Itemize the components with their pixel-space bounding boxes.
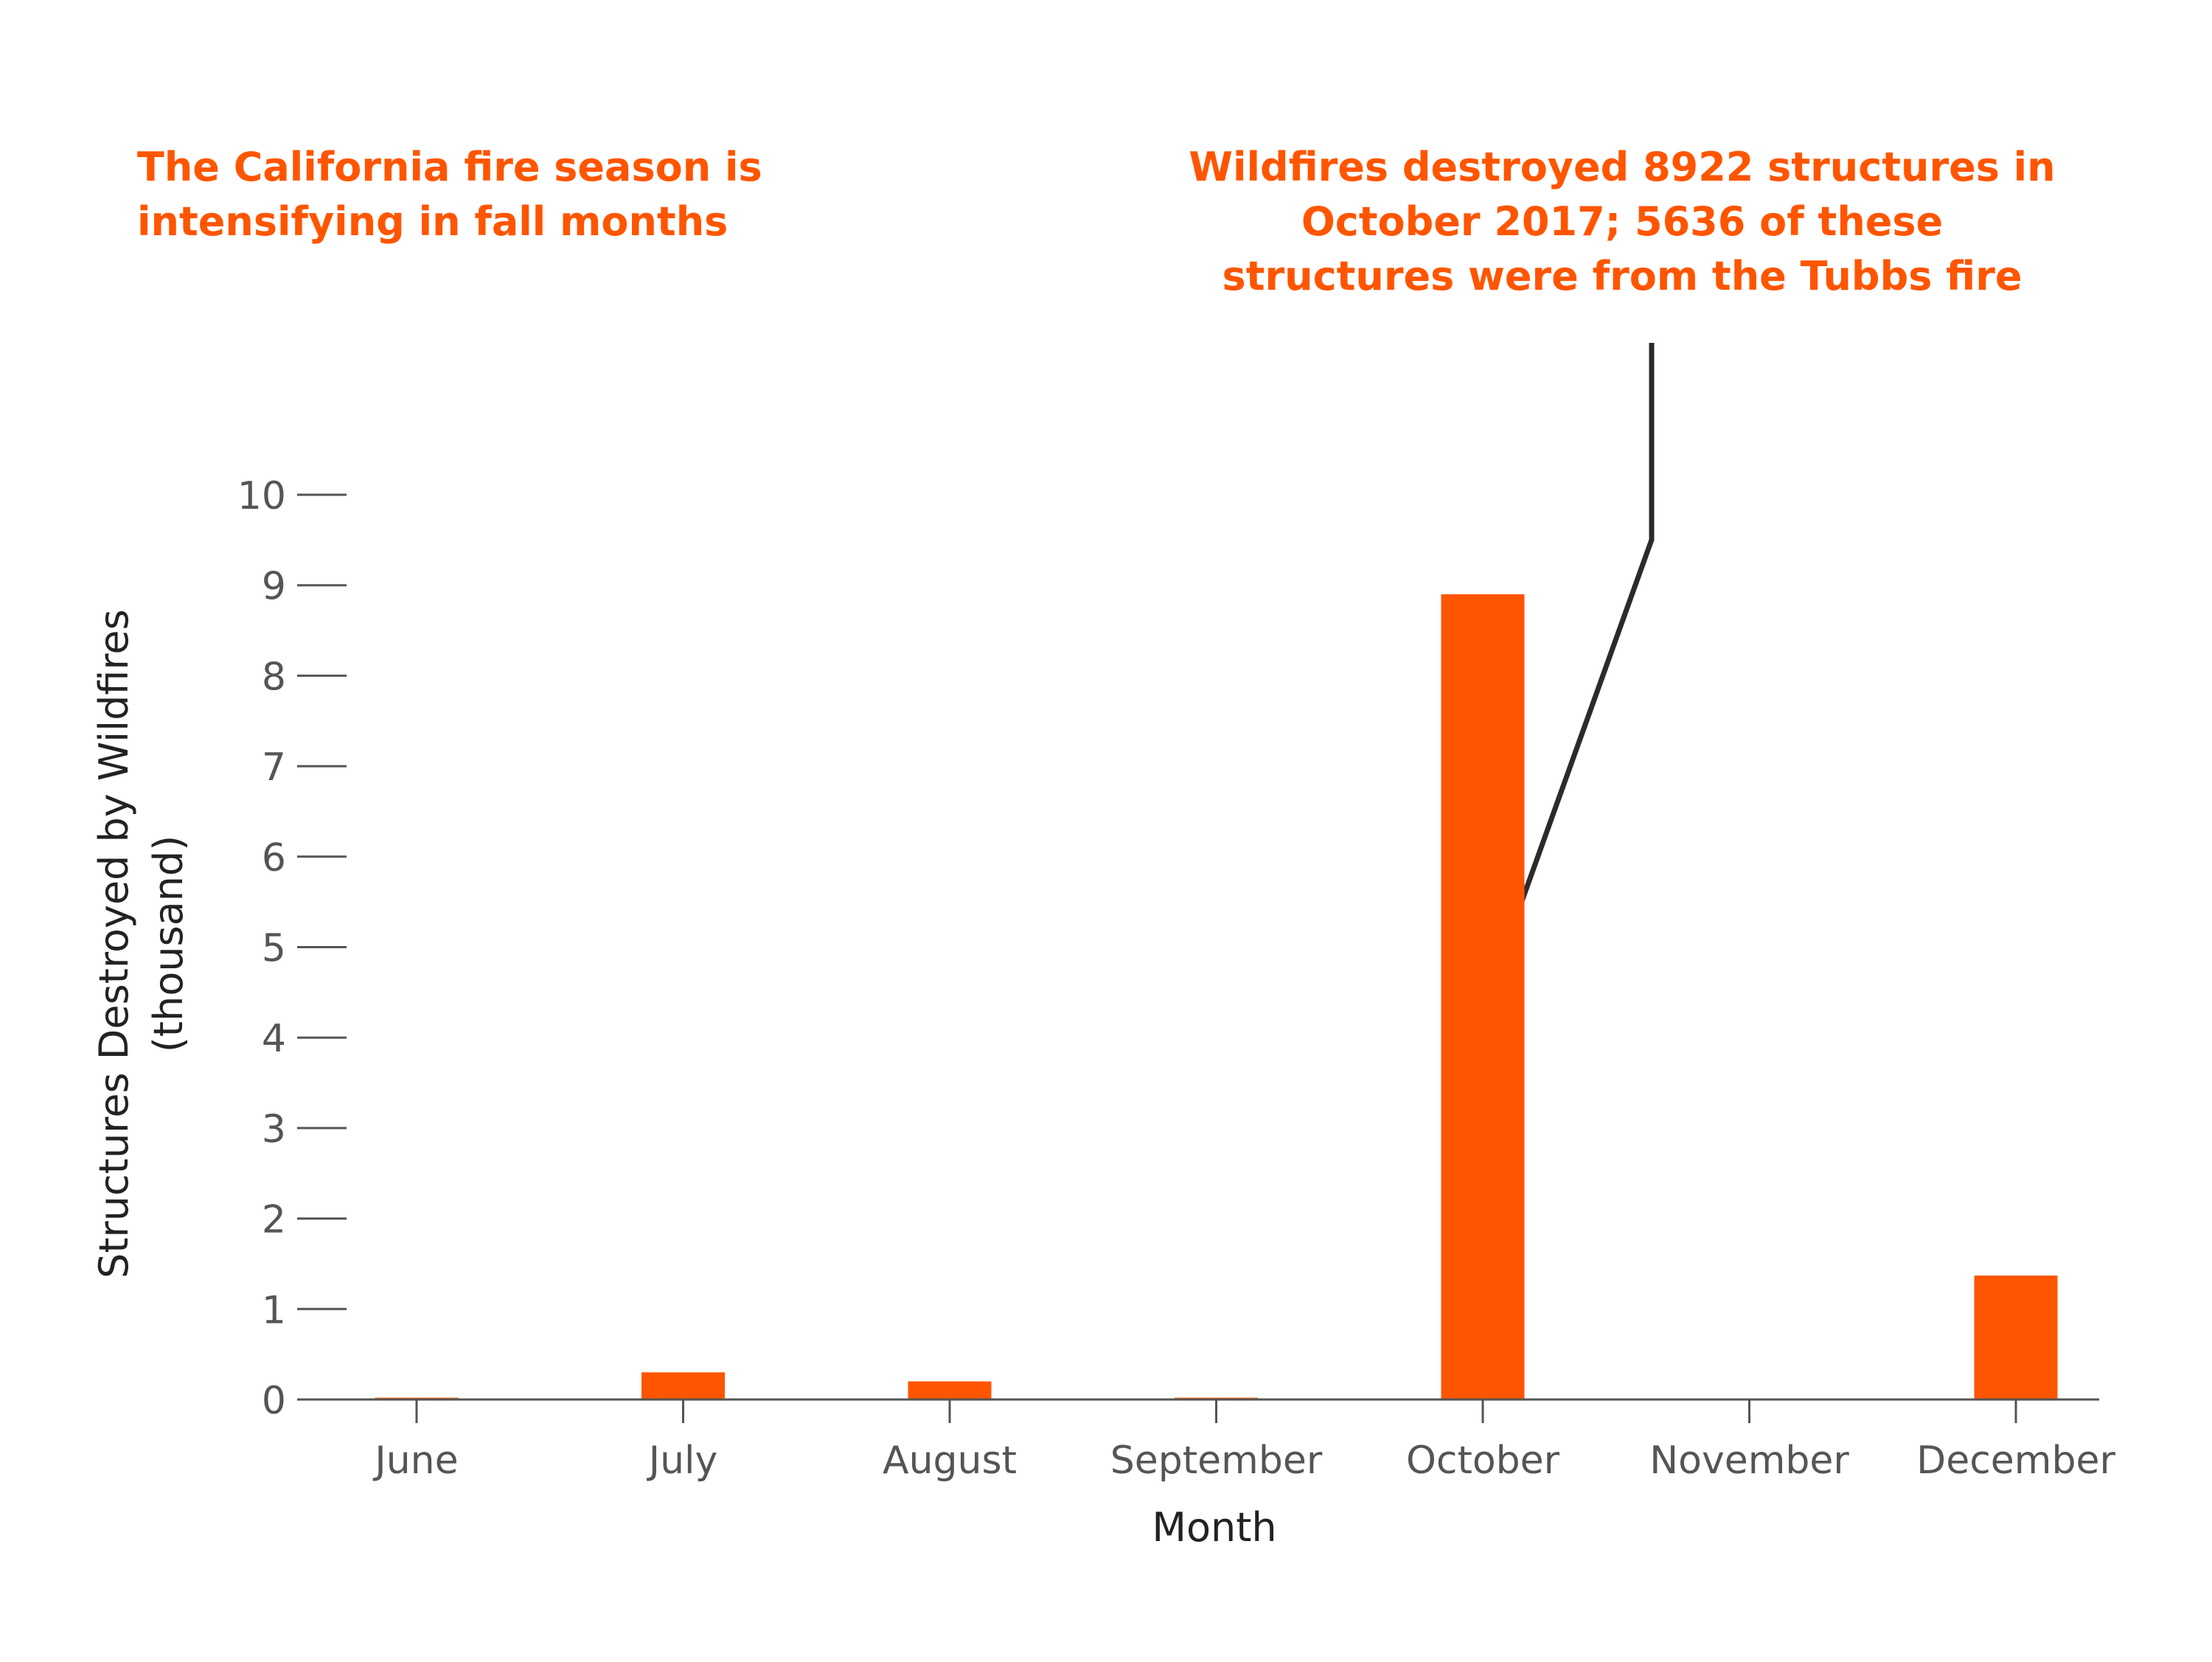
y-tick-label: 7 (262, 745, 286, 790)
bar-december (1974, 1275, 2058, 1400)
x-axis-title: Month (1152, 1504, 1276, 1551)
x-tick-label: July (647, 1439, 718, 1483)
x-tick-label: September (1110, 1439, 1323, 1483)
y-tick-label: 9 (262, 565, 286, 609)
x-tick-label: June (372, 1439, 458, 1483)
axis-layer (297, 493, 2099, 1423)
y-tick-label: 2 (262, 1198, 286, 1242)
callout-leader-line (1487, 343, 1655, 991)
annotation-right: Wildfires destroyed 8922 structures in O… (1189, 144, 2056, 299)
bars-layer (375, 594, 2058, 1400)
y-tick-label: 6 (262, 836, 286, 880)
y-tick-label: 5 (262, 927, 286, 971)
labels-layer: June July August September October November De… (91, 474, 2115, 1551)
y-tick-label: 10 (237, 474, 286, 518)
annotation-left: The California fire season is intensifyi… (137, 144, 762, 245)
y-tick-label: 0 (262, 1379, 286, 1423)
y-tick-label: 1 (262, 1288, 286, 1332)
bar-july (641, 1372, 725, 1400)
bar-august (908, 1381, 992, 1400)
y-tick-label: 8 (262, 655, 286, 699)
y-tick-label: 4 (262, 1017, 286, 1061)
x-tick-label: November (1649, 1439, 1849, 1483)
y-tick-label: 3 (262, 1108, 286, 1152)
bar-october (1441, 594, 1525, 1400)
y-axis-title: Structures Destroyed by Wildfires (thousa… (91, 609, 192, 1279)
callout-layer (1487, 343, 1655, 991)
x-tick-label: October (1406, 1439, 1560, 1483)
x-tick-label: December (1916, 1439, 2115, 1483)
x-tick-label: August (883, 1439, 1017, 1483)
